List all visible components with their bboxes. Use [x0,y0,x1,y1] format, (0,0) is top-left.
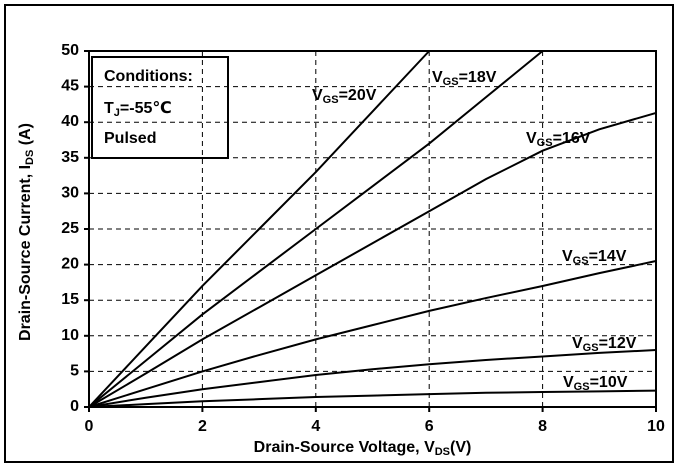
x-tick-label: 6 [425,418,434,435]
curve [88,349,657,408]
y-tick-label: 5 [70,363,79,380]
annotation: TJ=-55℃ [104,100,172,119]
y-tick-label: 10 [61,327,79,344]
series-label: VGS=10V [563,374,628,393]
annotation: Conditions: [104,68,193,85]
plot-frame [88,50,657,408]
x-tick-label: 0 [85,418,94,435]
series-label: VGS=18V [432,69,497,88]
x-axis-label: Drain-Source Voltage, VDS(V) [254,439,472,458]
series-label: VGS=20V [312,87,377,106]
x-tick-label: 8 [538,418,547,435]
y-axis-label: Drain-Source Current, IDS (A) [17,123,36,341]
y-tick-label: 50 [61,42,79,59]
annotation: Pulsed [104,130,156,147]
y-tick-label: 25 [61,220,79,237]
curve [88,111,657,408]
conditions-box [91,56,229,159]
y-tick-label: 35 [61,149,79,166]
curve [88,50,430,408]
y-tick-label: 15 [61,291,79,308]
y-tick-label: 45 [61,78,79,95]
y-tick-label: 0 [70,398,79,415]
x-tick-label: 10 [647,418,665,435]
y-tick-label: 40 [61,113,79,130]
series-label: VGS=14V [562,248,627,267]
series-label: VGS=12V [572,335,637,354]
curve [88,260,657,408]
y-tick-label: 30 [61,185,79,202]
x-tick-label: 4 [311,418,320,435]
y-tick-label: 20 [61,256,79,273]
curve [88,50,544,408]
x-tick-label: 2 [198,418,207,435]
curve [88,389,657,408]
series-label: VGS=16V [526,130,591,149]
